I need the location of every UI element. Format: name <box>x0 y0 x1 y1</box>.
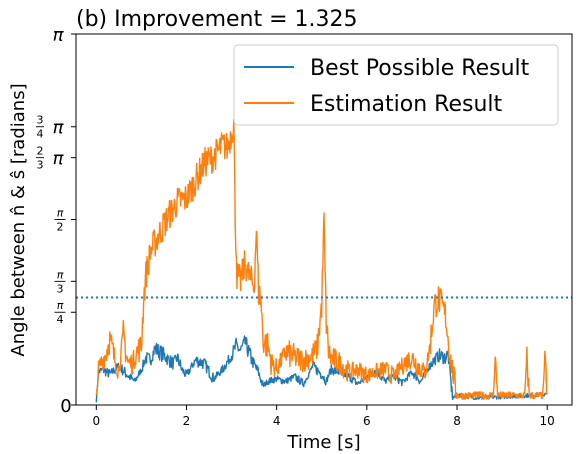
y-tick-label: π3 <box>54 268 66 295</box>
svg-text:2: 2 <box>37 145 44 158</box>
x-tick-label: 4 <box>273 414 281 428</box>
series-group <box>95 118 548 403</box>
svg-text:3: 3 <box>57 282 64 295</box>
series-line-estimation-result <box>95 118 548 401</box>
svg-text:π: π <box>57 299 64 312</box>
x-tick-label: 0 <box>92 414 100 428</box>
svg-text:3: 3 <box>37 159 44 172</box>
legend: Best Possible Result Estimation Result <box>233 44 559 126</box>
svg-text:π: π <box>53 118 65 139</box>
y-tick-label: π2 <box>54 206 66 233</box>
svg-text:2: 2 <box>57 220 64 233</box>
x-tick-label: 2 <box>183 414 191 428</box>
y-tick-label: π <box>53 25 65 46</box>
svg-text:π: π <box>57 268 64 281</box>
svg-text:π: π <box>57 206 64 219</box>
svg-text:3: 3 <box>37 114 44 127</box>
svg-text:π: π <box>53 149 65 170</box>
x-tick-label: 8 <box>453 414 461 428</box>
y-tick-label: π4 <box>54 299 66 326</box>
legend-label: Best Possible Result <box>310 56 530 81</box>
legend-label: Estimation Result <box>310 92 502 117</box>
x-tick-label: 6 <box>363 414 371 428</box>
svg-text:4: 4 <box>37 128 44 141</box>
chart-title: (b) Improvement = 1.325 <box>76 7 358 32</box>
series-line-best-possible-result <box>95 335 548 403</box>
y-axis-label: Angle between n̂ & ŝ [radians] <box>8 83 29 356</box>
y-tick-label: 0 <box>60 396 71 417</box>
x-tick-label: 10 <box>540 414 555 428</box>
y-tick-label: 34 π <box>36 114 65 141</box>
y-tick-label: 23 π <box>36 145 65 172</box>
svg-text:π: π <box>53 25 65 46</box>
legend-box <box>233 44 559 126</box>
x-axis-label: Time [s] <box>286 432 360 453</box>
x-axis-ticks: 0 2 4 6 8 10 <box>92 405 555 428</box>
svg-text:0: 0 <box>60 396 71 417</box>
svg-text:4: 4 <box>57 313 64 326</box>
